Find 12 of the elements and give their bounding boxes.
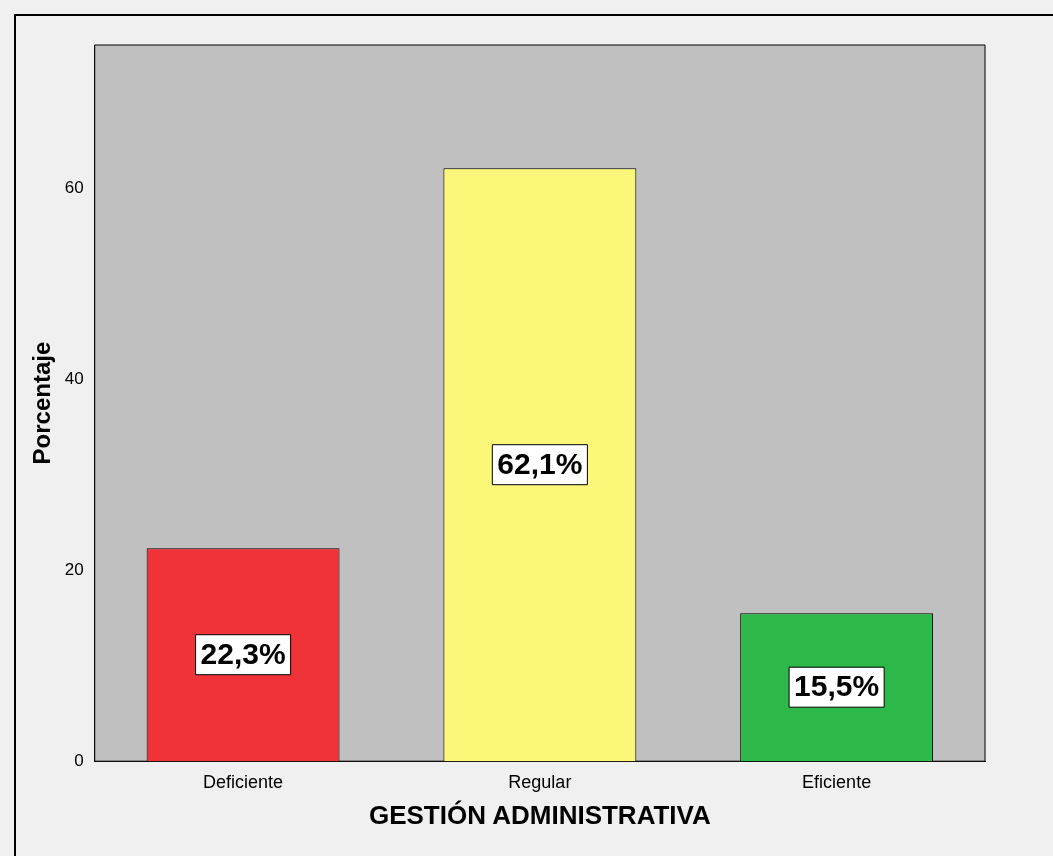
data-label: 15,5% [794, 669, 880, 703]
data-label: 62,1% [497, 446, 583, 480]
y-axis-title: Porcentaje [28, 341, 56, 465]
data-label: 22,3% [200, 636, 286, 670]
x-axis-title: GESTIÓN ADMINISTRATIVA [368, 799, 711, 830]
y-tick-label: 20 [64, 559, 84, 579]
y-tick-label: 40 [64, 368, 84, 388]
y-tick-label: 0 [74, 750, 84, 770]
x-tick-label: Regular [508, 771, 572, 792]
y-tick-label: 60 [64, 177, 84, 197]
x-tick-label: Deficiente [203, 771, 284, 792]
x-tick-label: Eficiente [802, 771, 872, 792]
